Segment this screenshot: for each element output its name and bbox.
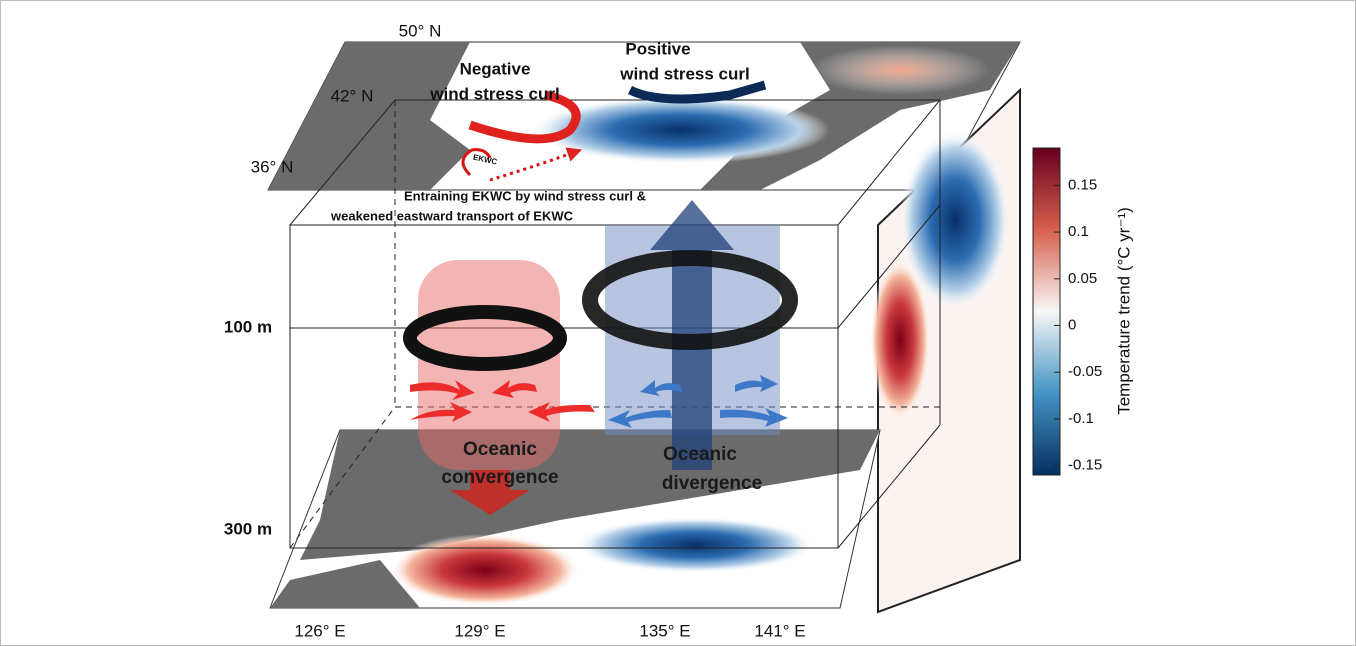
warming-blob bbox=[810, 45, 990, 95]
latitude: 36° N bbox=[251, 157, 294, 176]
colorbar-tick-label: 0.15 bbox=[1068, 176, 1097, 193]
colorbar bbox=[1033, 148, 1060, 475]
colorbar-tick-label: 0.1 bbox=[1068, 223, 1089, 240]
convergence-label: Oceanic bbox=[463, 439, 537, 460]
negative-curl-label: wind stress curl bbox=[429, 84, 559, 103]
cooling-blob bbox=[575, 517, 815, 573]
longitude: 126° E bbox=[294, 621, 345, 640]
colorbar-tick-label: -0.1 bbox=[1068, 410, 1094, 427]
negative-curl-label: Negative bbox=[460, 59, 531, 78]
warming-blob bbox=[870, 260, 930, 420]
longitude: 129° E bbox=[454, 621, 505, 640]
depth-label: 300 m bbox=[224, 519, 272, 538]
page: {"latitudes": ["50° N", "42° N", "36° N"… bbox=[0, 0, 1356, 646]
latitude: 42° N bbox=[331, 86, 374, 105]
note: Entraining EKWC by wind stress curl & bbox=[404, 188, 646, 203]
colorbar-ticks: 0.15 0.1 0.05 0 -0.05 -0.1 -0.15 bbox=[1054, 176, 1102, 473]
note: weakened eastward transport of EKWC bbox=[330, 208, 574, 223]
longitude: 141° E bbox=[754, 621, 805, 640]
divergence-label: Oceanic bbox=[663, 444, 737, 465]
warming-blob bbox=[390, 534, 580, 606]
colorbar-tick-label: 0 bbox=[1068, 316, 1076, 333]
convergence-label: convergence bbox=[441, 467, 558, 488]
diagram: 0.15 0.1 0.05 0 -0.05 -0.1 -0.15 Temperature t… bbox=[0, 0, 1356, 646]
colorbar-label: Temperature trend (°C yr⁻¹) bbox=[1114, 207, 1133, 415]
positive-curl-label: wind stress curl bbox=[619, 64, 749, 83]
latitude: 50° N bbox=[399, 21, 442, 40]
divergence-label: divergence bbox=[662, 473, 762, 494]
depth-label: 100 m bbox=[224, 317, 272, 336]
longitude: 135° E bbox=[639, 621, 690, 640]
positive-curl-label: Positive bbox=[625, 39, 690, 58]
colorbar-tick-label: -0.05 bbox=[1068, 363, 1102, 380]
colorbar-tick-label: 0.05 bbox=[1068, 270, 1097, 287]
colorbar-tick-label: -0.15 bbox=[1068, 457, 1102, 474]
